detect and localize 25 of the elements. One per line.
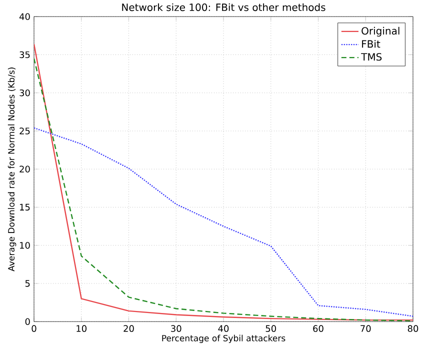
x-tick-label: 10 — [76, 325, 87, 332]
y-tick-label: 35 — [20, 52, 30, 58]
x-tick-label: 80 — [408, 325, 418, 332]
chart-title: Network size 100: FBit vs other methods — [122, 4, 326, 12]
x-tick-label: 70 — [360, 325, 371, 332]
x-tick-label: 50 — [266, 325, 276, 332]
y-tick-label: 25 — [20, 128, 30, 135]
x-axis-title: Percentage of Sybil attackers — [162, 335, 286, 344]
y-tick-label: 10 — [20, 242, 30, 249]
y-tick-label: 0 — [25, 318, 30, 326]
legend-label: Original — [362, 27, 400, 37]
y-tick-label: 20 — [20, 166, 30, 173]
x-tick-label: 30 — [171, 325, 182, 332]
legend-label: TMS — [361, 53, 382, 61]
y-tick-label: 5 — [25, 280, 30, 288]
y-axis-title: Average Download rate for Normal Nodes (Kb/s) — [8, 68, 16, 272]
x-tick-label: 60 — [313, 325, 324, 332]
y-tick-label: 30 — [20, 90, 30, 96]
y-tick-label: 40 — [19, 13, 30, 20]
line-series — [34, 128, 413, 318]
x-tick-label: 0 — [32, 325, 36, 332]
y-tick-label: 15 — [20, 204, 30, 211]
x-tick-label: 20 — [124, 325, 134, 332]
x-tick-label: 40 — [218, 325, 229, 332]
legend-label: FBit — [362, 40, 380, 48]
